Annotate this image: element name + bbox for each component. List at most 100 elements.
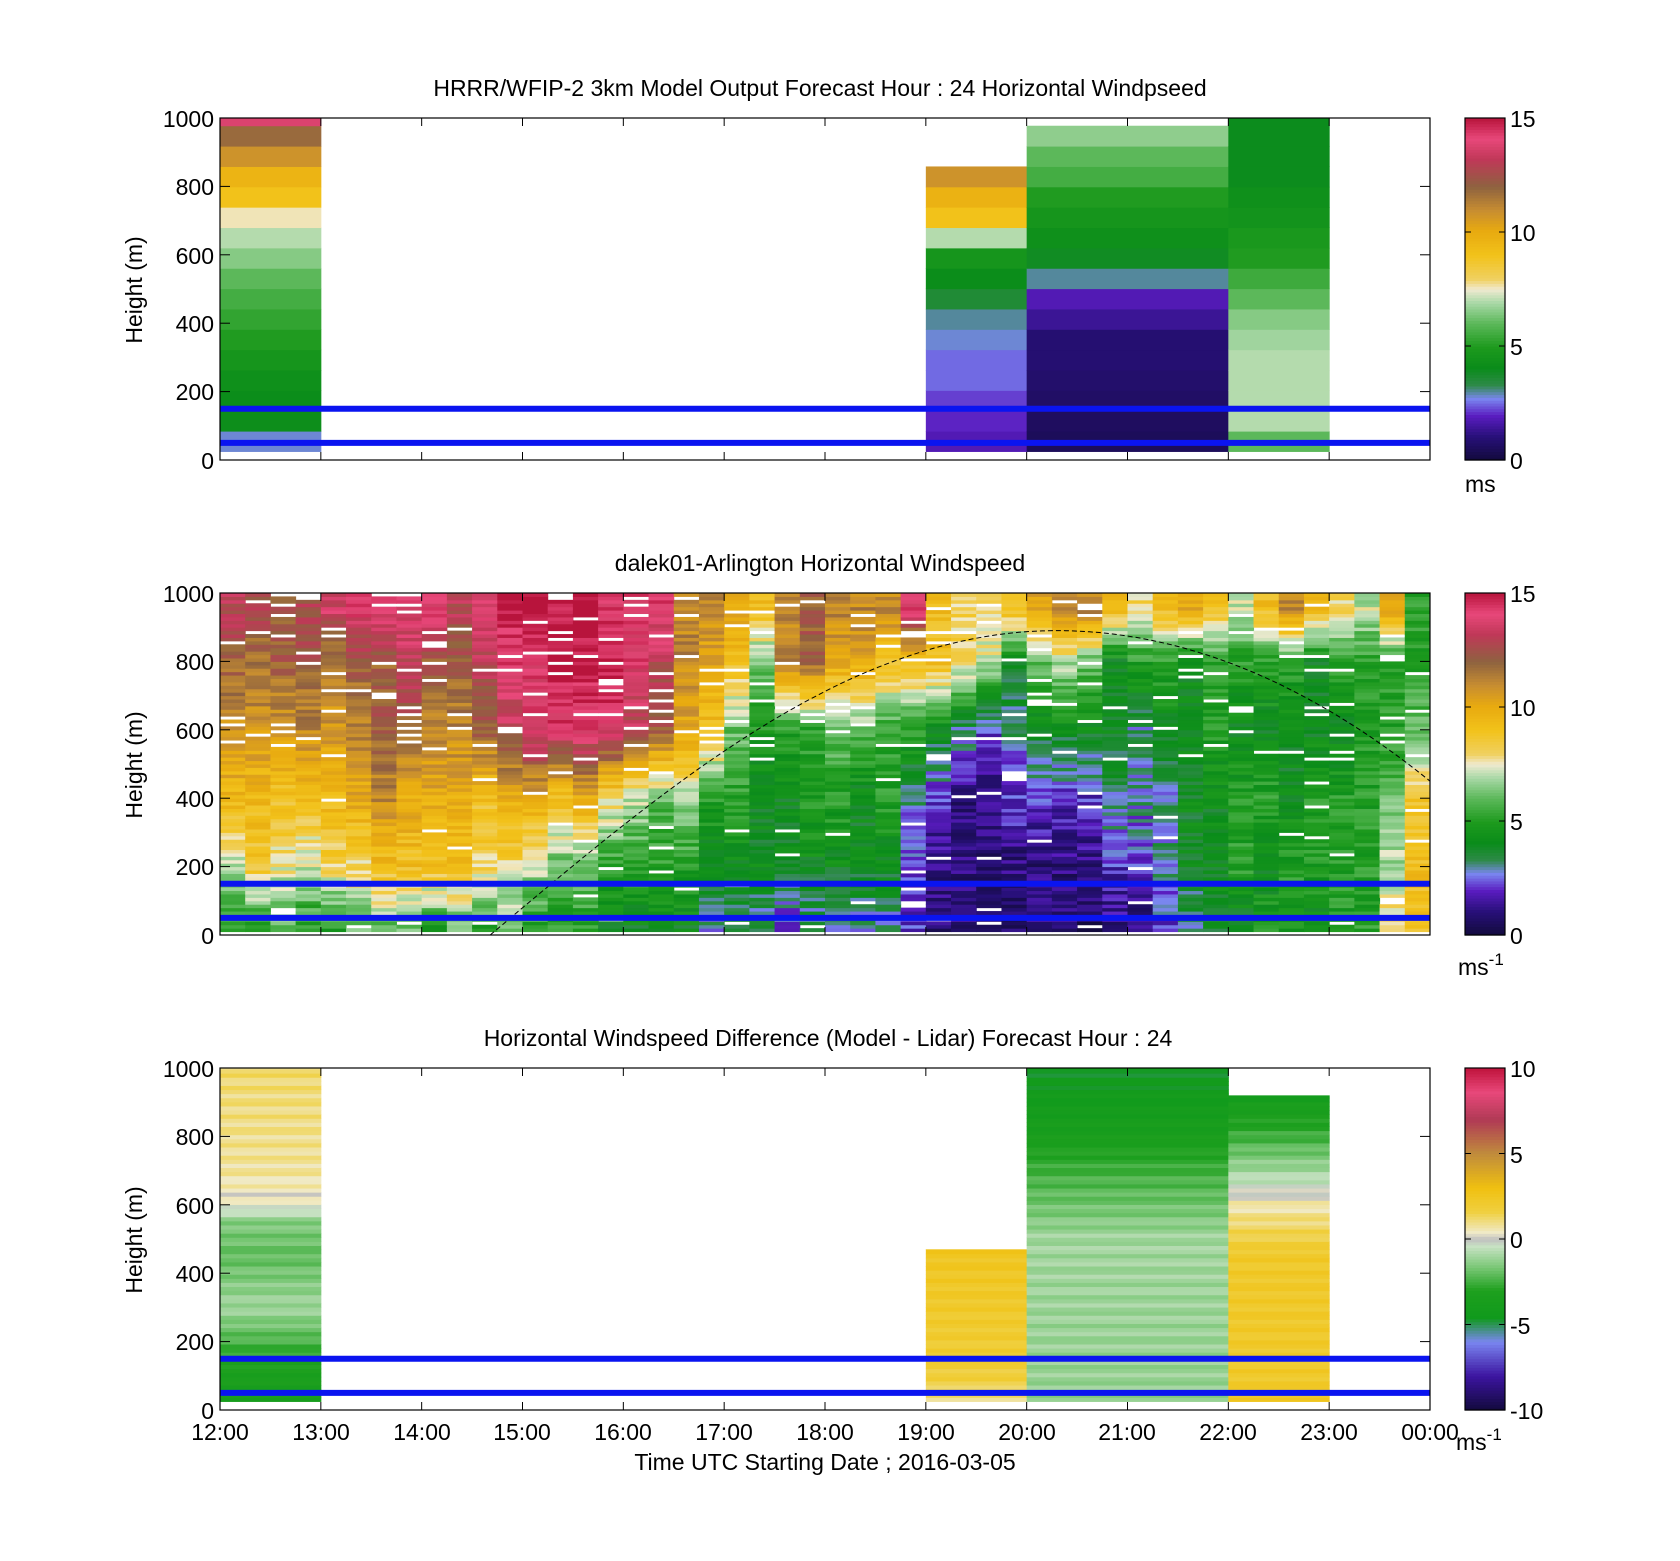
heat-cell (1026, 688, 1053, 693)
heat-cell (1228, 722, 1255, 727)
heat-cell (522, 870, 549, 874)
heat-cell (220, 794, 246, 799)
heat-cell (1379, 668, 1406, 673)
heat-cell (220, 733, 246, 738)
heat-cell (295, 849, 322, 854)
heat-cell (925, 729, 952, 734)
heat-cell (295, 678, 322, 683)
heat-cell (1127, 733, 1154, 738)
heat-cell (925, 764, 952, 768)
heat-cell (724, 722, 750, 727)
heat-cell (1077, 911, 1103, 915)
heat-cell (598, 764, 624, 768)
heat-cell (1203, 740, 1229, 744)
heat-cell (1026, 760, 1053, 765)
heat-cell (220, 613, 246, 618)
heat-cell (1329, 904, 1355, 909)
heat-cell (623, 818, 650, 823)
heat-cell (749, 774, 776, 779)
heat-cell (346, 627, 372, 632)
heat-cell (1177, 651, 1204, 656)
heat-cell (925, 678, 952, 683)
heat-cell (799, 774, 826, 779)
heat-cell (220, 268, 322, 290)
heat-cell (1127, 791, 1154, 796)
heat-cell (572, 716, 599, 721)
heat-cell (396, 685, 423, 690)
heat-cell (1177, 870, 1204, 874)
heat-cell (825, 876, 851, 881)
heat-cell (220, 791, 246, 796)
heat-cell (598, 726, 624, 731)
heat-cell (220, 1249, 322, 1255)
heat-cell (1077, 699, 1103, 703)
colorbar-segment (1465, 223, 1505, 227)
heat-cell (421, 699, 448, 703)
heat-cell (749, 873, 776, 878)
heat-cell (1177, 681, 1204, 686)
heat-cell (1026, 876, 1053, 881)
heat-cell (497, 849, 523, 854)
heat-cell (320, 644, 347, 649)
heat-cell (648, 904, 675, 909)
heat-cell (749, 770, 776, 775)
heat-cell (598, 746, 624, 751)
heat-cell (522, 685, 549, 690)
colorbar-segment (1465, 354, 1505, 358)
heat-cell (220, 852, 246, 857)
heat-cell (648, 610, 675, 615)
heat-cell (320, 787, 347, 792)
heat-cell (270, 801, 297, 806)
heat-cell (320, 770, 347, 775)
heat-cell (724, 887, 750, 892)
heat-cell (220, 1274, 322, 1279)
heat-cell (1102, 781, 1128, 786)
heat-cell (396, 791, 423, 796)
heat-cell (1404, 627, 1431, 632)
heat-cell (446, 705, 473, 710)
heat-cell (396, 839, 423, 844)
heat-cell (1253, 722, 1280, 727)
heat-cell (1152, 764, 1179, 768)
heat-cell (1203, 900, 1229, 905)
heat-cell (875, 702, 902, 707)
heat-cell (1203, 644, 1229, 649)
heat-cell (1001, 757, 1028, 762)
heat-cell (1077, 863, 1103, 868)
heat-cell (1278, 907, 1305, 912)
heat-cell (396, 681, 423, 686)
heat-cell (774, 634, 801, 638)
heat-cell (951, 705, 977, 710)
heat-cell (1152, 750, 1179, 755)
heat-cell (749, 849, 776, 854)
heat-cell (1051, 846, 1078, 850)
heat-cell (1329, 603, 1355, 608)
colorbar-segment (1465, 689, 1505, 694)
heat-cell (1404, 637, 1431, 642)
heat-cell (270, 928, 297, 933)
heat-cell (295, 733, 322, 738)
heat-cell (472, 839, 498, 844)
heat-cell (1152, 856, 1179, 861)
heat-cell (1228, 349, 1330, 371)
heat-cell (1253, 681, 1280, 686)
heat-cell (220, 705, 246, 710)
heat-cell (1278, 798, 1305, 803)
heat-cell (673, 709, 700, 714)
heat-cell (1026, 863, 1053, 868)
heat-cell (1253, 904, 1280, 909)
heat-cell (446, 767, 473, 772)
heat-cell (270, 616, 297, 621)
heat-cell (1228, 750, 1255, 755)
heat-cell (1329, 657, 1355, 662)
heat-cell (1177, 770, 1204, 775)
heat-cell (774, 767, 801, 772)
heat-cell (346, 709, 372, 714)
heat-cell (623, 647, 650, 652)
heat-cell (1379, 764, 1406, 768)
heat-cell (572, 647, 599, 652)
heat-cell (1203, 726, 1229, 731)
heat-cell (623, 606, 650, 611)
colorbar-segment (1465, 692, 1505, 697)
heat-cell (1303, 722, 1330, 727)
